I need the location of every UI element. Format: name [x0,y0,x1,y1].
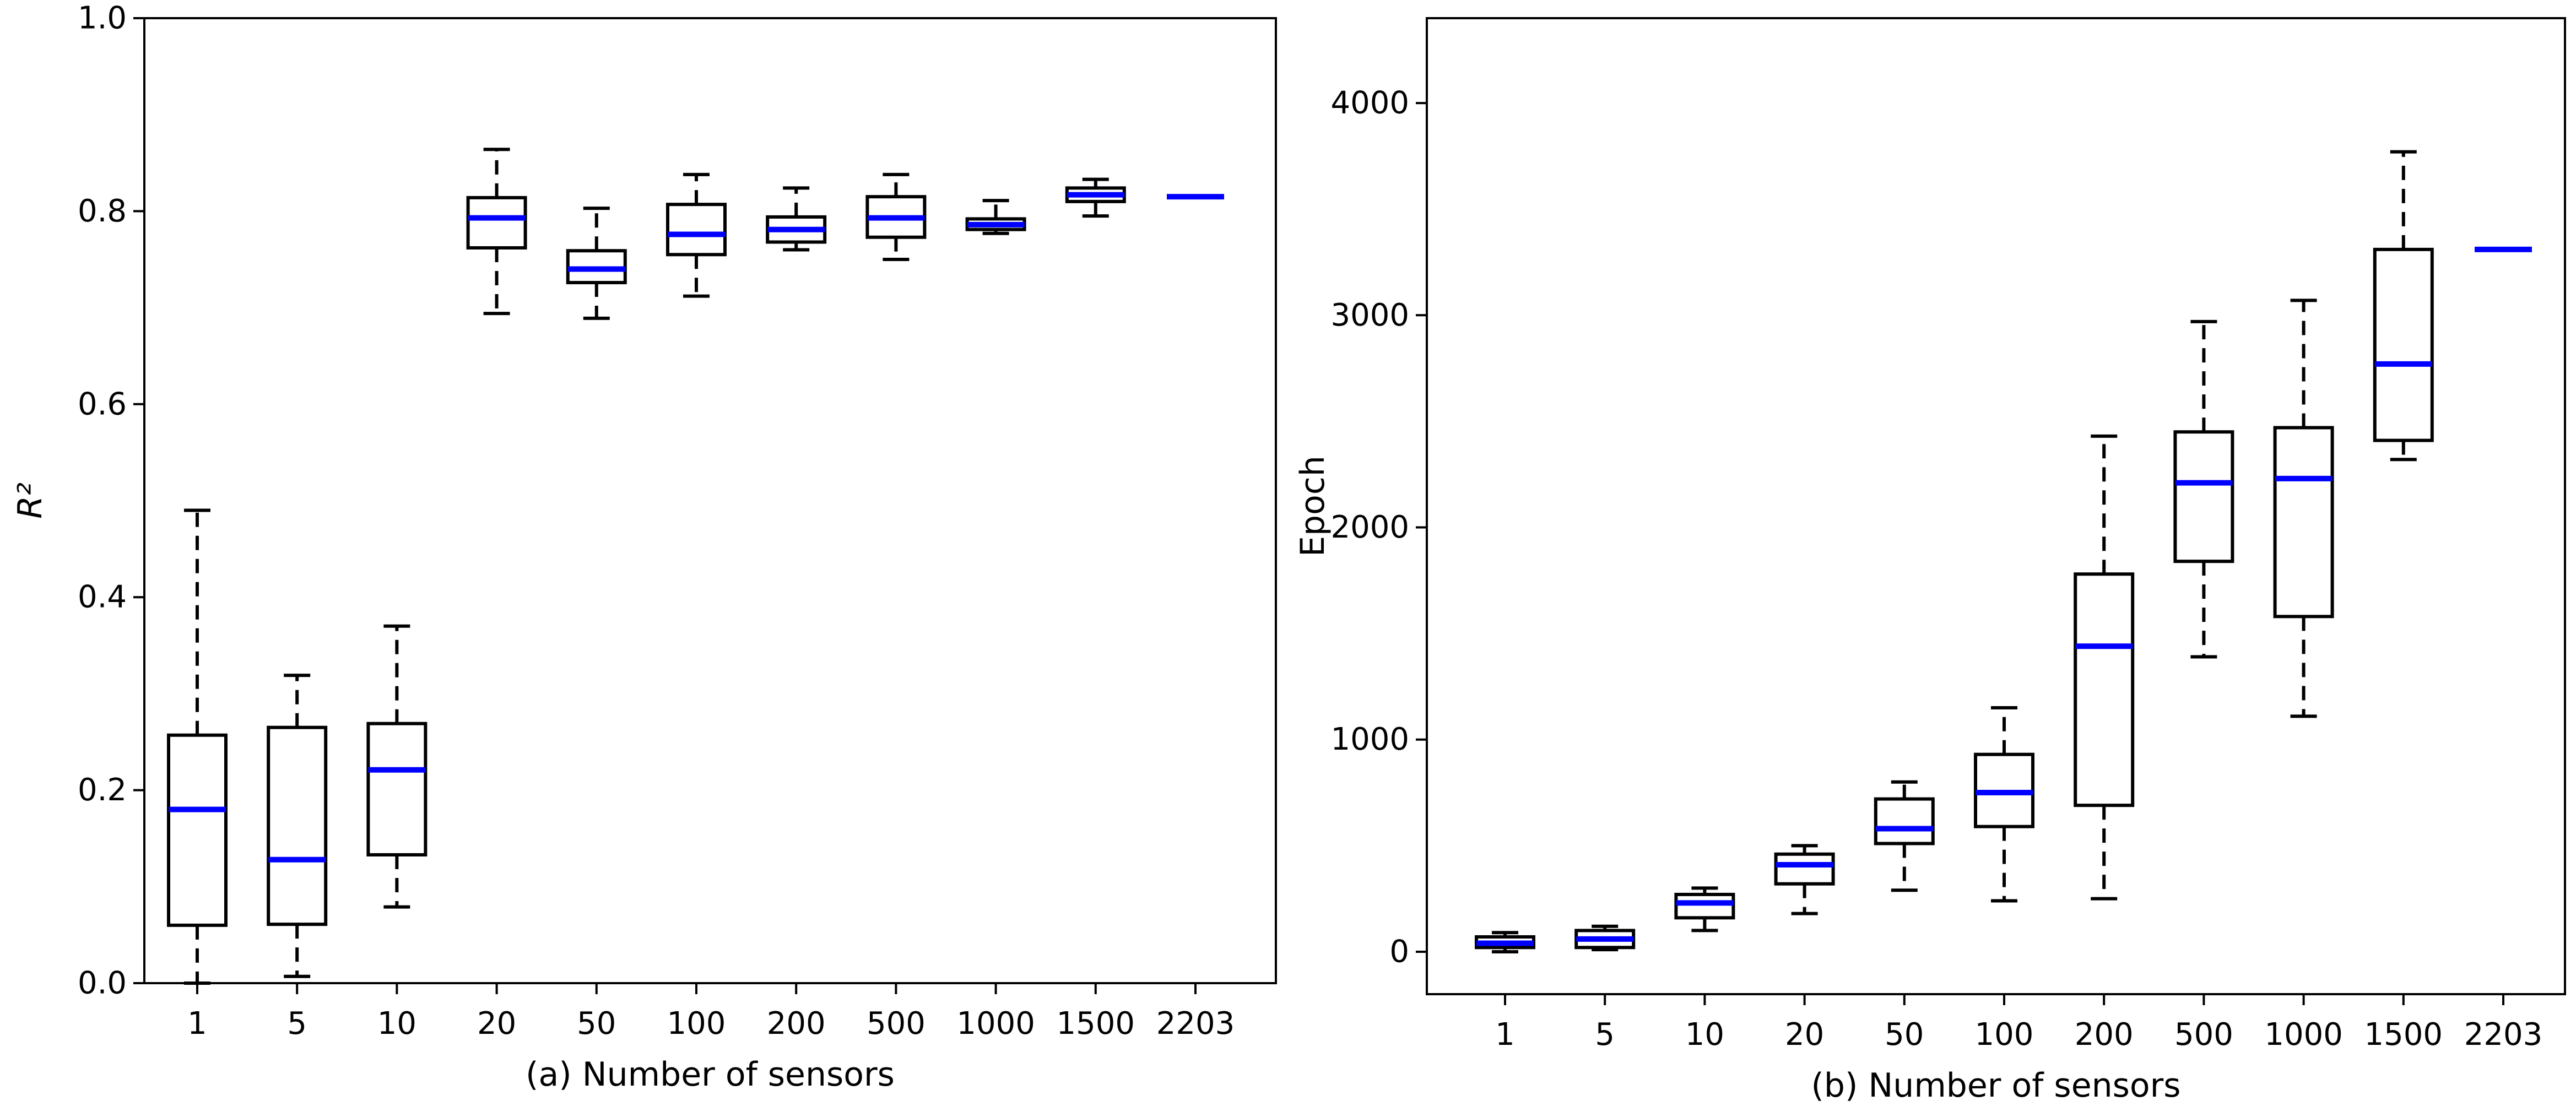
y-tick-label: 3000 [1330,297,1409,333]
x-tick-label: 500 [2174,1017,2233,1053]
box [267,725,328,926]
box [1774,852,1835,886]
panel-a-chart: 0.0 0.2 0.4 0.6 0.8 1.0 1 5 10 20 50 100 200 500 1000 1… [11,1,1277,1094]
y-tick-label: 2000 [1330,509,1409,545]
x-tick-label: 200 [767,1006,826,1042]
y-axis-label: Epoch [1294,456,1332,557]
x-tick-label: 1 [1495,1017,1515,1053]
y-tick-label: 1000 [1330,722,1409,757]
plot-frame [143,17,1277,984]
box [466,196,527,250]
y-tick-label: 0.6 [78,386,127,422]
x-tick-label: 1500 [1057,1006,1135,1042]
y-tick-label: 1.0 [78,1,127,36]
y-tick-label: 0 [1389,934,1409,969]
x-tick-label: 5 [1595,1017,1615,1053]
box [1874,797,1935,845]
x-tick-label: 10 [377,1006,416,1042]
y-axis-label: R² [11,482,50,519]
box [2074,572,2135,807]
y-tick-label: 0.4 [78,579,127,615]
x-tick-label: 1000 [2264,1017,2343,1053]
x-tick-label: 5 [287,1006,307,1042]
x-tick-label: 500 [867,1006,926,1042]
panel-b-chart: 0 1000 2000 3000 4000 1 5 10 20 50 100 200 500 1000 15… [1294,17,2566,1105]
x-tick-label: 100 [1975,1017,2034,1053]
x-tick-label: 20 [477,1006,516,1042]
box [2273,426,2334,619]
x-tick-label: 20 [1785,1017,1824,1053]
x-tick-label: 1 [187,1006,207,1042]
x-tick-label: 10 [1685,1017,1724,1053]
y-tick-label: 0.8 [78,193,127,229]
y-tick-label: 0.2 [78,772,127,808]
x-tick-label: 50 [577,1006,616,1042]
y-tick-label: 4000 [1330,85,1409,121]
y-tick-label: 0.0 [78,966,127,1001]
box [2373,247,2434,442]
x-tick-label: 100 [667,1006,726,1042]
x-axis-label: (a) Number of sensors [526,1055,895,1094]
box [2173,430,2234,563]
box [167,733,228,927]
box [666,203,727,257]
x-tick-label: 2203 [2464,1017,2543,1053]
x-tick-label: 50 [1885,1017,1924,1053]
plot-frame [1426,17,2566,995]
x-tick-label: 1500 [2364,1017,2443,1053]
box [366,722,427,856]
x-axis-label: (b) Number of sensors [1811,1066,2180,1105]
x-tick-label: 2203 [1156,1006,1235,1042]
x-tick-label: 1000 [956,1006,1035,1042]
x-tick-label: 200 [2075,1017,2134,1053]
box [1674,892,1735,920]
